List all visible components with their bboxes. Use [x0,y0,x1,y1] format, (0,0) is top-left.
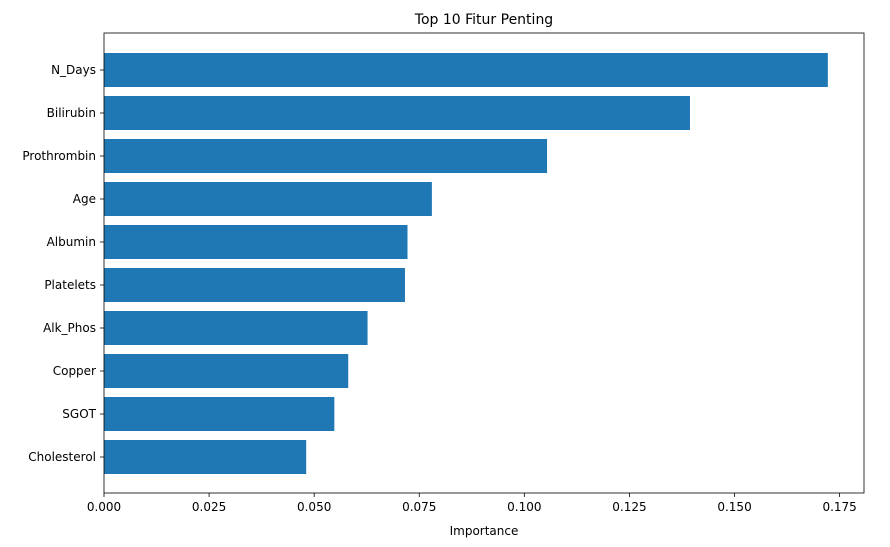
bar-n-days [104,53,828,87]
y-tick-label: Bilirubin [47,106,96,120]
x-tick-label: 0.075 [402,500,436,514]
bar-albumin [104,225,408,259]
x-tick-label: 0.125 [612,500,646,514]
plot-frame [103,32,865,494]
x-tick-label: 0.000 [87,500,121,514]
x-tick-label: 0.100 [507,500,541,514]
y-tick-label: N_Days [51,63,96,77]
bar-copper [104,354,349,388]
y-tick-label: Albumin [47,235,96,249]
y-tick-label: Platelets [44,278,96,292]
x-tick-label: 0.175 [822,500,856,514]
x-axis-label: Importance [450,524,519,538]
bar-prothrombin [104,139,548,173]
y-tick-label: Cholesterol [28,450,96,464]
y-tick-label: SGOT [62,407,96,421]
bar-sgot [104,397,335,431]
bars-group [104,53,828,474]
x-tick-label: 0.050 [297,500,331,514]
y-axis-ticks: N_Days Bilirubin Prothrombin Age Albumin Plat… [22,63,104,464]
y-tick-label: Copper [53,364,96,378]
bar-age [104,182,432,216]
y-tick-label: Alk_Phos [43,321,96,335]
y-tick-label: Age [73,192,96,206]
bar-cholesterol [104,440,307,474]
chart-title: Top 10 Fitur Penting [414,12,553,28]
bar-bilirubin [104,96,690,130]
bar-platelets [104,268,405,302]
x-axis-ticks: 0.000 0.025 0.050 0.075 0.100 0.125 0.150 0.175 [87,493,857,514]
bar-alk-phos [104,311,368,345]
x-tick-label: 0.150 [717,500,751,514]
x-tick-label: 0.025 [192,500,226,514]
y-tick-label: Prothrombin [22,149,96,163]
